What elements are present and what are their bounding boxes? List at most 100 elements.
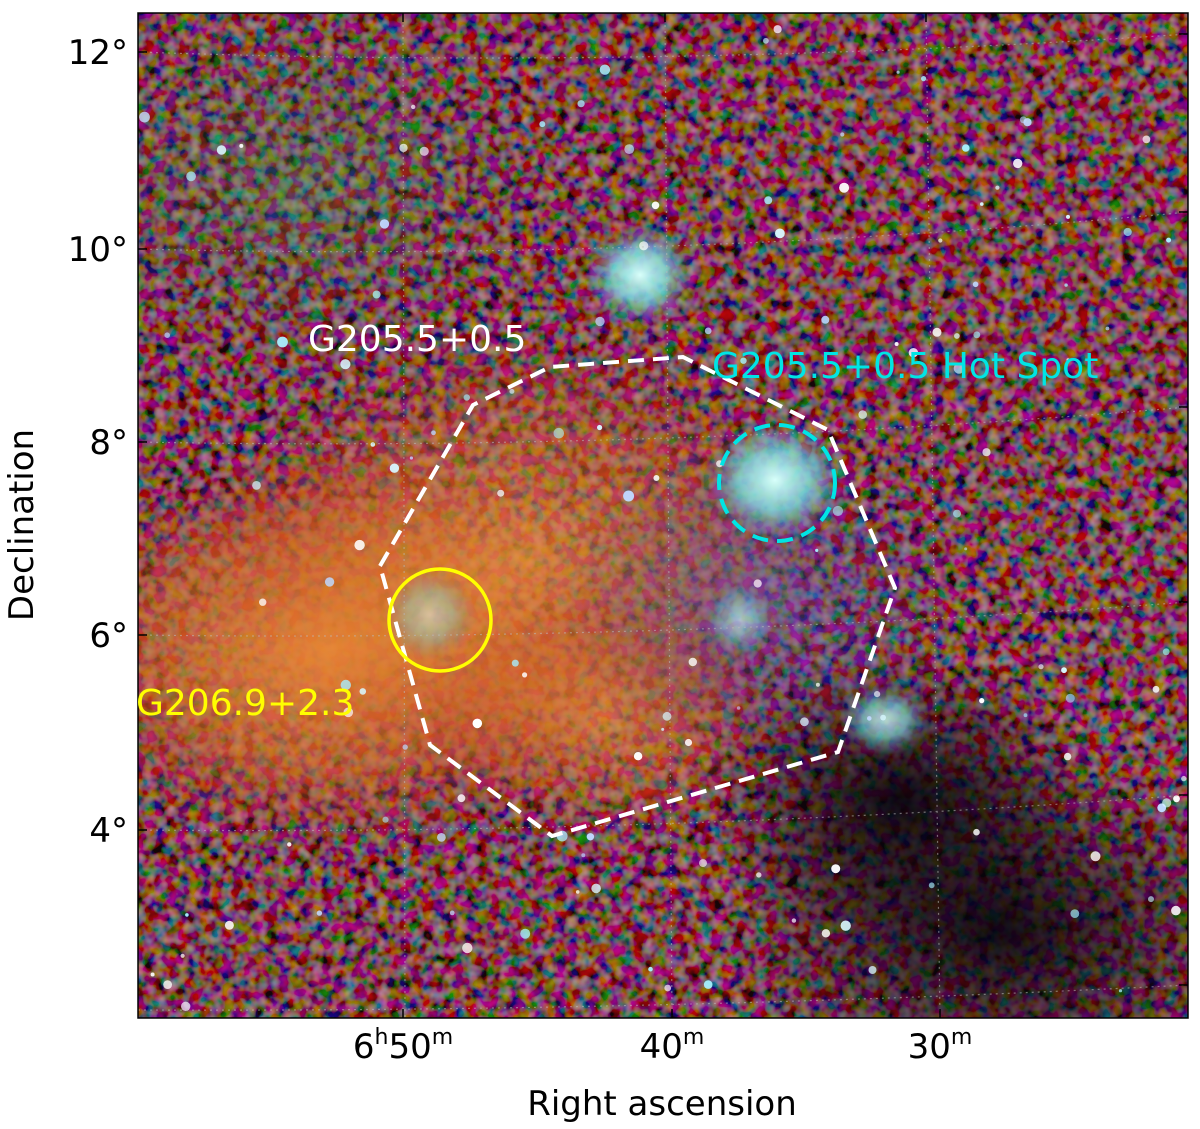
- point-source: [800, 717, 809, 727]
- label-g205: G205.5+0.5: [308, 319, 527, 360]
- plot-frame: [137, 12, 1189, 1019]
- point-source: [180, 953, 185, 958]
- ytick-8: 8°: [89, 423, 128, 463]
- point-source: [379, 219, 390, 229]
- point-source: [653, 475, 660, 481]
- point-source: [662, 711, 672, 721]
- point-source: [372, 290, 381, 299]
- point-source: [224, 920, 234, 930]
- xtick-hours: 6: [352, 1027, 375, 1067]
- point-source: [839, 182, 850, 193]
- ytick-12: 12°: [67, 33, 128, 73]
- xtick-minutes: 30: [907, 1027, 951, 1067]
- point-source: [858, 410, 867, 419]
- point-source: [259, 598, 267, 606]
- point-source: [370, 442, 376, 447]
- point-source: [472, 718, 483, 729]
- region-g206-circle: [387, 567, 493, 673]
- point-source: [1105, 326, 1110, 331]
- xtick-6h50m: 6h50m: [352, 1027, 453, 1067]
- point-source: [539, 121, 546, 128]
- point-source: [736, 706, 741, 710]
- point-source: [821, 315, 830, 324]
- point-source: [139, 111, 150, 123]
- point-source: [1070, 909, 1080, 918]
- point-source: [773, 25, 782, 34]
- point-source: [703, 980, 713, 989]
- point-source: [185, 913, 189, 917]
- point-source: [1166, 237, 1172, 243]
- point-source: [821, 929, 831, 938]
- point-source: [973, 331, 981, 339]
- point-source: [457, 794, 466, 803]
- point-source: [815, 548, 819, 553]
- point-source: [840, 132, 845, 137]
- point-source: [497, 489, 505, 497]
- point-source: [664, 984, 672, 992]
- point-source: [239, 143, 244, 148]
- point-source: [1173, 795, 1180, 803]
- point-source: [1065, 693, 1075, 703]
- ytick-4: 4°: [89, 811, 128, 851]
- x-axis-label: Right ascension: [527, 1084, 797, 1124]
- label-hot-spot: G205.5+0.5 Hot Spot: [712, 346, 1099, 387]
- xtick-h-sup: h: [374, 1025, 389, 1050]
- xtick-40m: 40m: [640, 1027, 705, 1065]
- point-source: [181, 1001, 191, 1011]
- point-source: [1090, 851, 1101, 862]
- point-source: [409, 456, 413, 460]
- point-source: [150, 972, 155, 977]
- point-source: [648, 966, 653, 972]
- point-source: [753, 579, 762, 588]
- point-source: [1171, 905, 1181, 916]
- point-source: [1063, 752, 1072, 761]
- point-source: [624, 144, 635, 155]
- point-source: [639, 241, 649, 251]
- point-source: [324, 577, 335, 587]
- point-source: [431, 430, 436, 436]
- point-source: [894, 342, 899, 346]
- xtick-minutes: 50: [388, 1027, 432, 1067]
- point-source: [1152, 685, 1160, 693]
- point-source: [509, 388, 515, 394]
- point-source: [382, 816, 389, 823]
- xtick-30m: 30m: [907, 1027, 973, 1067]
- point-source: [520, 928, 531, 939]
- point-source: [964, 547, 968, 551]
- point-source: [577, 100, 585, 108]
- coordinate-grid: [138, 13, 1188, 1018]
- point-source: [163, 980, 173, 989]
- region-hot-spot-circle: [717, 423, 837, 543]
- point-source: [840, 920, 851, 931]
- xtick-m-sup: m: [431, 1025, 454, 1050]
- point-source: [1181, 775, 1187, 782]
- point-source: [661, 727, 665, 731]
- y-axis-label: Declination: [2, 428, 42, 622]
- point-source: [831, 864, 841, 874]
- point-source: [164, 332, 170, 339]
- point-source: [511, 659, 519, 667]
- point-source: [704, 327, 712, 335]
- point-sources: [139, 25, 1187, 1011]
- point-source: [1013, 158, 1023, 169]
- point-source: [972, 281, 979, 288]
- point-source: [868, 966, 877, 974]
- xtick-m-sup: m: [682, 1025, 705, 1050]
- point-source: [982, 448, 991, 457]
- point-source: [1023, 713, 1028, 718]
- point-source: [389, 463, 400, 473]
- point-source: [832, 505, 844, 517]
- point-source: [553, 427, 565, 439]
- point-source: [874, 691, 881, 698]
- point-source: [462, 942, 473, 954]
- point-source: [928, 882, 935, 889]
- point-source: [1038, 664, 1044, 670]
- point-source: [1142, 135, 1151, 144]
- region-g205-polygon: [377, 354, 898, 839]
- point-source: [791, 918, 797, 923]
- point-source: [586, 833, 595, 841]
- point-source: [815, 682, 820, 687]
- point-source: [954, 333, 960, 339]
- point-source: [252, 481, 261, 490]
